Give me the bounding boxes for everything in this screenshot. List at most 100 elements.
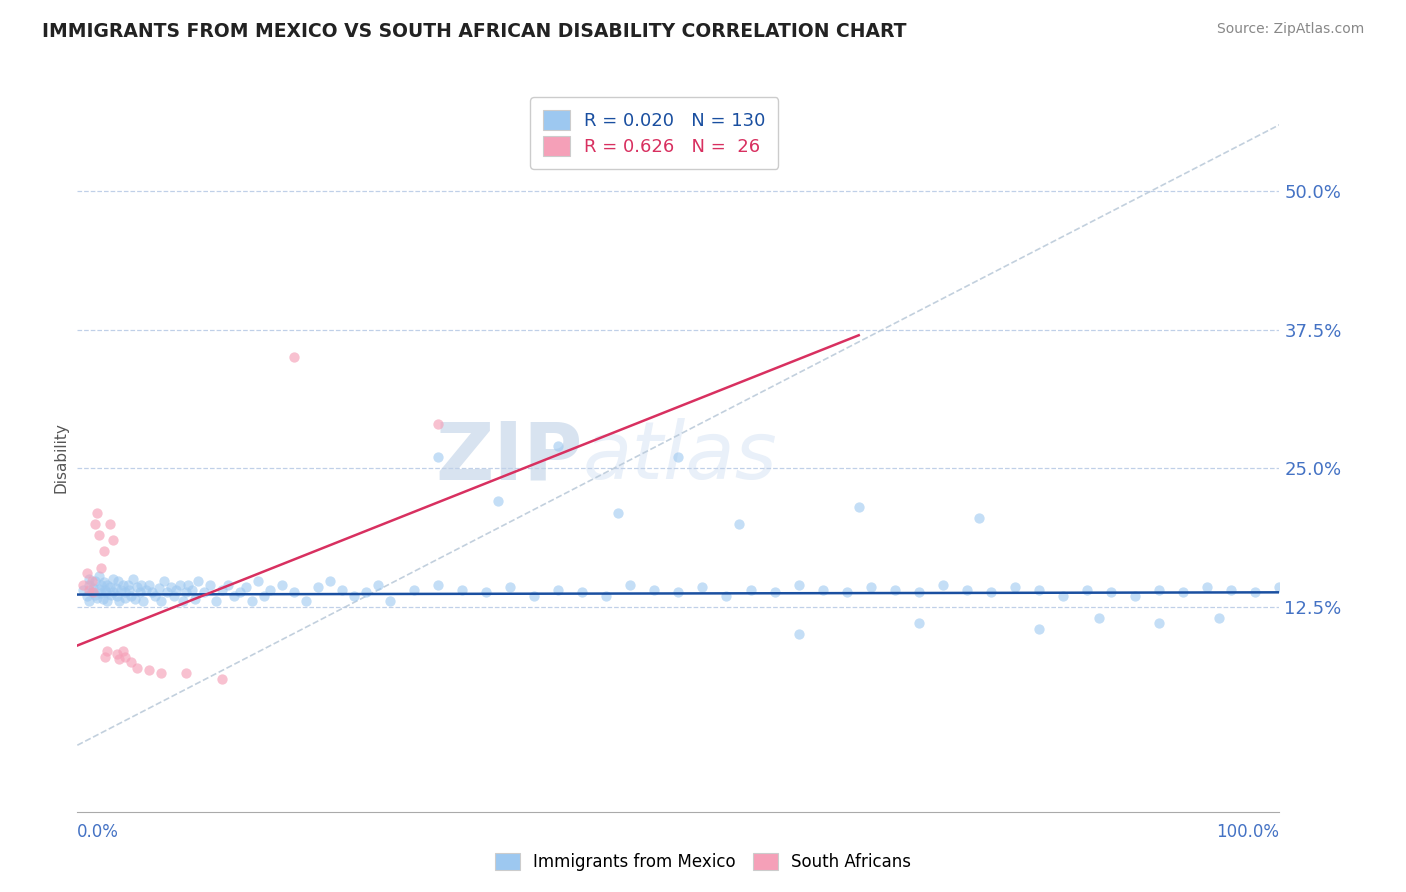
Point [160, 580, 183, 594]
Point [1123, 589, 1146, 603]
Point [716, 589, 738, 603]
Point [547, 583, 569, 598]
Point [90, 586, 112, 600]
Point [100, 588, 122, 602]
Point [72, 583, 94, 598]
Point [354, 585, 377, 599]
Point [908, 616, 931, 631]
Point [79, 583, 101, 598]
Point [94, 583, 117, 598]
Point [547, 439, 569, 453]
Point [103, 533, 125, 548]
Point [427, 450, 450, 464]
Point [692, 580, 714, 594]
Point [740, 583, 762, 598]
Point [811, 583, 834, 598]
Point [150, 594, 173, 608]
Point [193, 585, 215, 599]
Point [727, 516, 749, 531]
Text: ZIP: ZIP [434, 418, 582, 496]
Point [883, 583, 905, 598]
Point [79, 572, 101, 586]
Point [1173, 585, 1195, 599]
Point [91, 592, 114, 607]
Y-axis label: Disability: Disability [53, 422, 69, 492]
Point [307, 580, 329, 594]
Point [235, 580, 257, 594]
Point [84, 574, 107, 589]
Point [1004, 580, 1026, 594]
Point [87, 582, 110, 596]
Point [120, 589, 142, 603]
Point [787, 577, 810, 591]
Point [128, 585, 150, 599]
Point [93, 575, 115, 590]
Point [222, 589, 245, 603]
Point [319, 574, 342, 589]
Point [427, 577, 450, 591]
Point [87, 568, 110, 582]
Point [114, 591, 136, 605]
Point [120, 655, 142, 669]
Point [153, 574, 176, 589]
Point [121, 572, 143, 586]
Point [174, 666, 197, 681]
Text: 100.0%: 100.0% [1216, 822, 1279, 841]
Point [108, 594, 131, 608]
Point [82, 581, 104, 595]
Point [619, 577, 641, 591]
Point [217, 577, 239, 591]
Point [80, 585, 103, 599]
Point [211, 583, 233, 598]
Point [96, 585, 118, 599]
Point [80, 574, 103, 589]
Point [763, 585, 786, 599]
Point [204, 594, 226, 608]
Point [967, 511, 990, 525]
Point [79, 594, 101, 608]
Point [118, 583, 141, 598]
Point [848, 500, 870, 514]
Point [98, 516, 121, 531]
Point [84, 516, 107, 531]
Point [1197, 580, 1219, 594]
Point [105, 648, 128, 662]
Point [367, 577, 389, 591]
Point [184, 592, 207, 607]
Point [1088, 611, 1111, 625]
Point [82, 585, 104, 599]
Point [240, 594, 263, 608]
Point [129, 577, 152, 591]
Point [172, 594, 194, 608]
Point [87, 527, 110, 541]
Point [1268, 580, 1291, 594]
Point [150, 666, 173, 681]
Point [124, 592, 146, 607]
Text: 0.0%: 0.0% [77, 822, 120, 841]
Point [246, 574, 269, 589]
Point [138, 663, 160, 677]
Point [111, 577, 134, 591]
Point [145, 589, 167, 603]
Point [79, 577, 101, 591]
Point [105, 589, 128, 603]
Point [1099, 585, 1122, 599]
Point [427, 417, 450, 431]
Point [107, 574, 129, 589]
Point [117, 577, 139, 591]
Point [86, 591, 108, 605]
Point [165, 583, 187, 598]
Point [127, 580, 149, 594]
Point [211, 672, 233, 686]
Point [114, 649, 136, 664]
Point [90, 577, 112, 591]
Point [294, 594, 316, 608]
Point [330, 583, 353, 598]
Point [162, 589, 184, 603]
Point [98, 580, 121, 594]
Point [1076, 583, 1098, 598]
Point [1220, 583, 1243, 598]
Point [135, 583, 157, 598]
Point [668, 450, 690, 464]
Point [1244, 585, 1267, 599]
